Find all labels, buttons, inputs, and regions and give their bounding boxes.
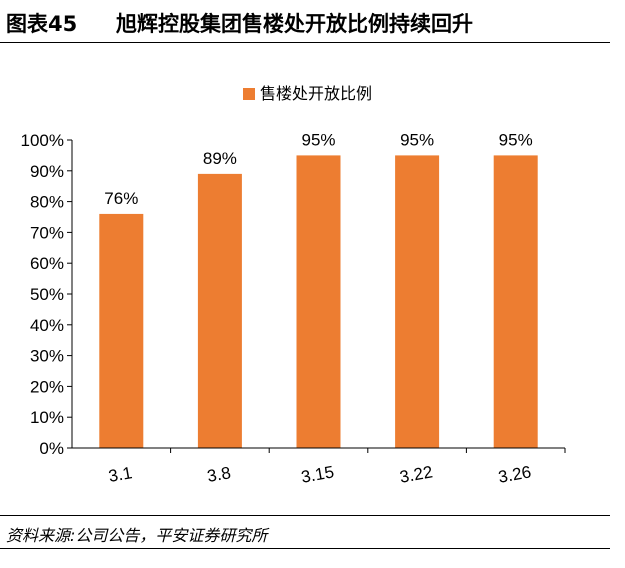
x-tick-label: 3.26 xyxy=(497,462,533,486)
y-tick-label: 70% xyxy=(30,223,64,242)
bar xyxy=(493,155,538,448)
bar-chart: 售楼处开放比例 0% 10% 20% 30% 40% 50% 60% 70% 80% 90% 100… xyxy=(21,85,566,487)
data-label: 95% xyxy=(400,130,434,149)
bar xyxy=(197,173,242,448)
x-tick-label: 3.8 xyxy=(206,463,233,486)
x-tick-label: 3.1 xyxy=(107,463,134,486)
x-axis: 3.1 3.8 3.15 3.22 3.26 xyxy=(72,447,566,487)
y-tick-label: 90% xyxy=(30,162,64,181)
data-label: 95% xyxy=(301,130,335,149)
x-tick-label: 3.22 xyxy=(398,462,434,486)
bar xyxy=(99,213,144,448)
figure-title: 旭辉控股集团售楼处开放比例持续回升 xyxy=(116,12,473,36)
legend: 售楼处开放比例 xyxy=(243,85,372,103)
legend-label: 售楼处开放比例 xyxy=(260,85,372,103)
y-tick-label: 10% xyxy=(30,408,64,427)
bar xyxy=(395,155,440,448)
chart-area: 售楼处开放比例 0% 10% 20% 30% 40% 50% 60% 70% 80% 90% 100… xyxy=(0,60,625,500)
x-tick-label: 3.15 xyxy=(300,462,336,486)
bar xyxy=(296,155,341,448)
y-tick-label: 0% xyxy=(39,439,64,458)
y-tick-label: 60% xyxy=(30,254,64,273)
footer-rule-bottom xyxy=(0,548,610,549)
y-tick-label: 20% xyxy=(30,377,64,396)
figure-label: 图表45 xyxy=(6,12,78,36)
y-tick-label: 50% xyxy=(30,285,64,304)
data-label: 89% xyxy=(203,149,237,168)
source-note: 资料来源:公司公告，平安证券研究所 xyxy=(6,526,268,545)
figure-header: 图表45 旭辉控股集团售楼处开放比例持续回升 xyxy=(0,0,610,42)
footer-rule-top xyxy=(0,515,610,516)
y-tick-label: 100% xyxy=(21,131,64,150)
y-axis: 0% 10% 20% 30% 40% 50% 60% 70% 80% 90% 100% xyxy=(21,131,73,458)
data-label: 76% xyxy=(104,189,138,208)
y-tick-label: 30% xyxy=(30,347,64,366)
legend-swatch xyxy=(243,88,255,100)
y-tick-label: 40% xyxy=(30,316,64,335)
data-label: 95% xyxy=(499,130,533,149)
bars: 76% 89% 95% 95% 95% xyxy=(99,130,538,448)
header-rule xyxy=(0,42,610,43)
y-tick-label: 80% xyxy=(30,193,64,212)
